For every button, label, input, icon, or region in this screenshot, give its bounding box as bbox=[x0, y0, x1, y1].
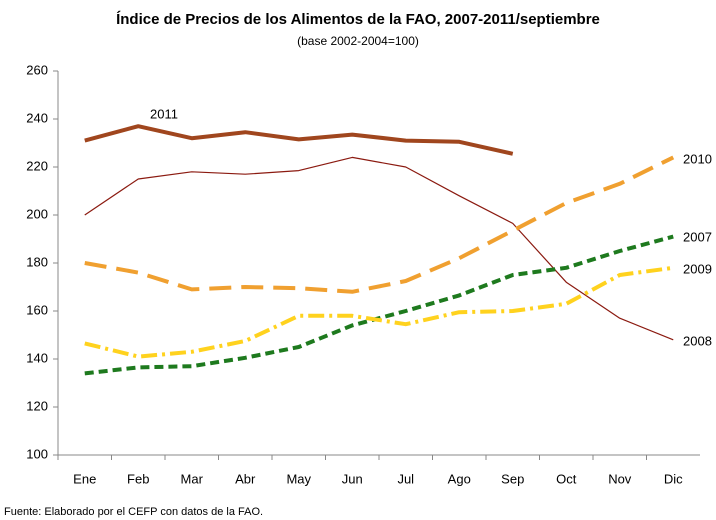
y-tick-label: 260 bbox=[26, 62, 48, 77]
y-tick-label: 220 bbox=[26, 158, 48, 173]
chart-title: Índice de Precios de los Alimentos de la… bbox=[116, 11, 600, 28]
y-tick-label: 240 bbox=[26, 110, 48, 125]
x-tick-label: Oct bbox=[556, 471, 577, 486]
x-tick-label: May bbox=[286, 471, 311, 486]
series-line bbox=[84, 156, 674, 341]
y-tick-label: 180 bbox=[26, 254, 48, 269]
series-line bbox=[84, 155, 675, 294]
x-tick-label: Sep bbox=[501, 471, 524, 486]
series-label: 2009 bbox=[683, 261, 712, 276]
y-tick-label: 200 bbox=[26, 206, 48, 221]
y-tick-label: 160 bbox=[26, 302, 48, 317]
x-tick-label: Nov bbox=[608, 471, 632, 486]
x-tick-label: Jun bbox=[342, 471, 363, 486]
chart-subtitle: (base 2002-2004=100) bbox=[297, 34, 419, 48]
y-tick-label: 120 bbox=[26, 398, 48, 413]
y-tick-label: 100 bbox=[26, 446, 48, 461]
series-label: 2011 bbox=[150, 106, 178, 121]
x-tick-label: Abr bbox=[235, 471, 256, 486]
y-tick-label: 140 bbox=[26, 350, 48, 365]
source-note: Fuente: Elaborado por el CEFP con datos … bbox=[4, 506, 263, 518]
x-tick-label: Ene bbox=[73, 471, 96, 486]
series-line bbox=[84, 265, 674, 359]
x-tick-label: Ago bbox=[448, 471, 471, 486]
x-tick-label: Dic bbox=[664, 471, 683, 486]
series-label: 2007 bbox=[683, 229, 712, 244]
x-tick-label: Jul bbox=[397, 471, 414, 486]
x-tick-label: Mar bbox=[181, 471, 204, 486]
series-line bbox=[84, 124, 514, 156]
x-tick-label: Feb bbox=[127, 471, 149, 486]
series-label: 2008 bbox=[683, 333, 712, 348]
series-label: 2010 bbox=[683, 151, 712, 166]
